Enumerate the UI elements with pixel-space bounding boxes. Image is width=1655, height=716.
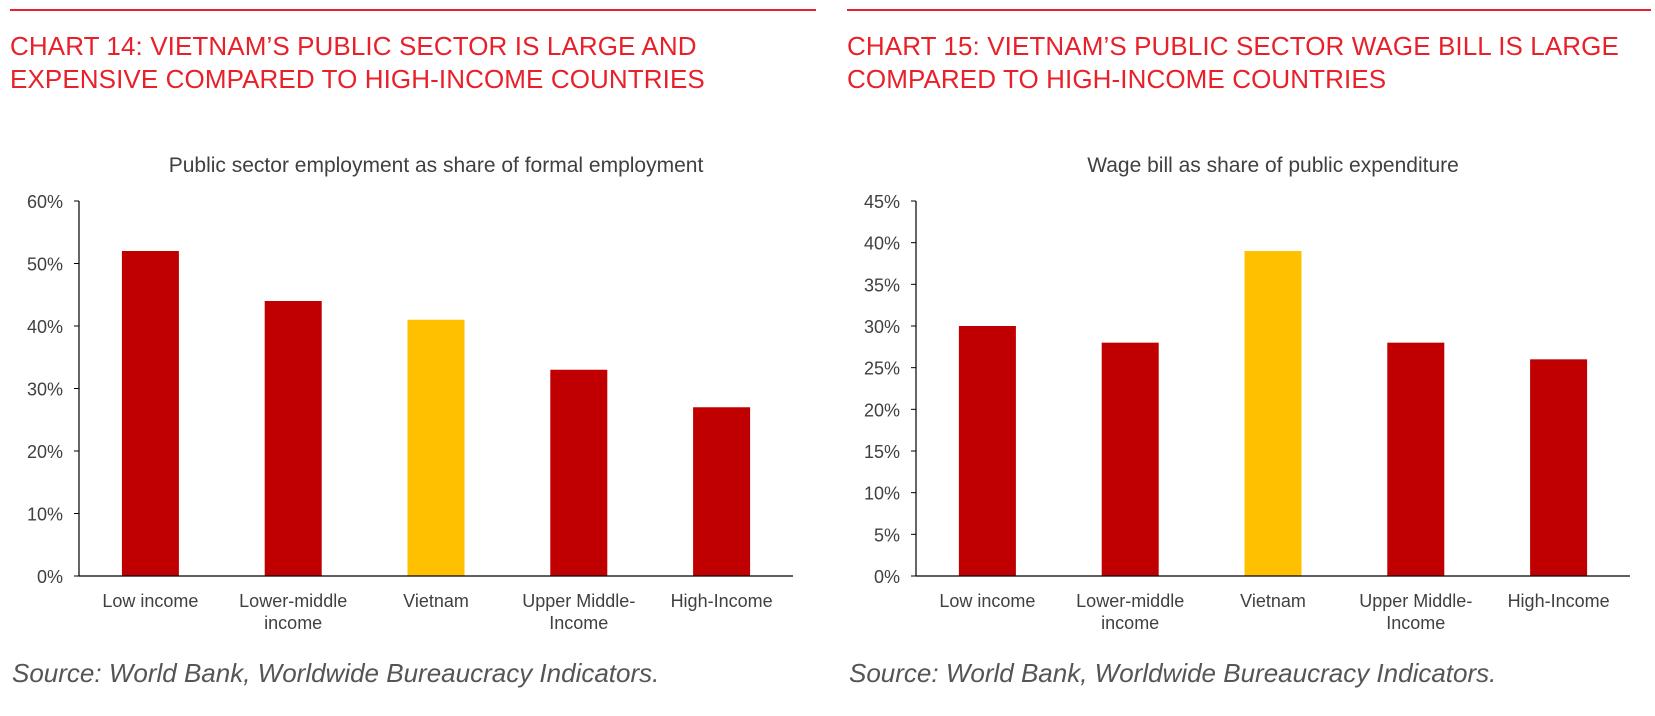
chart-14-title: CHART 14: VIETNAM’S PUBLIC SECTOR IS LAR… [10,31,705,94]
y-tick-label: 40% [864,234,900,254]
chart-15-panel: CHART 15: VIETNAM’S PUBLIC SECTOR WAGE B… [837,0,1655,716]
bar-low-income [121,251,179,576]
y-tick-label: 10% [27,505,63,525]
y-tick-label: 20% [27,442,63,462]
bar-high-income [1530,359,1588,576]
chart-14-plot: Public sector employment as share of for… [27,154,793,633]
y-tick-label: 50% [27,255,63,275]
bar-upper-middle-income [550,369,608,576]
y-tick-label: 0% [874,567,900,587]
y-tick-label: 15% [864,442,900,462]
x-category-label: Low income [102,591,198,611]
x-category-label: High-Income [1508,591,1610,611]
bar-upper-middle-income [1387,342,1445,576]
x-category-label: High-Income [671,591,773,611]
chart-14-source: Source: World Bank, Worldwide Bureaucrac… [12,658,660,688]
chart-15-top-rule [847,9,1651,11]
y-tick-label: 45% [864,192,900,212]
bar-vietnam [407,319,465,576]
bar-lower-middle-income [264,301,322,576]
x-category-label: Vietnam [403,591,469,611]
bar-low-income [958,326,1016,576]
x-category-label: Low income [939,591,1035,611]
y-tick-label: 60% [27,192,63,212]
x-category-label: Lower-middle income [239,591,347,633]
plot-title: Wage bill as share of public expenditure [1087,154,1459,177]
bar-high-income [693,407,751,576]
x-category-label: Lower-middle income [1076,591,1184,633]
y-tick-label: 25% [864,359,900,379]
chart-14-top-rule [10,9,816,11]
chart-15-plot: Wage bill as share of public expenditure… [864,154,1630,633]
y-tick-label: 20% [864,400,900,420]
bar-vietnam [1244,251,1302,576]
chart-14-panel: CHART 14: VIETNAM’S PUBLIC SECTOR IS LAR… [0,0,820,716]
x-category-label: Vietnam [1240,591,1306,611]
y-tick-label: 40% [27,317,63,337]
y-tick-label: 5% [874,525,900,545]
y-tick-label: 30% [864,317,900,337]
chart-15-source: Source: World Bank, Worldwide Bureaucrac… [849,658,1497,688]
y-tick-label: 30% [27,380,63,400]
y-tick-label: 10% [864,484,900,504]
y-tick-label: 35% [864,275,900,295]
bar-lower-middle-income [1101,342,1159,576]
x-category-label: Upper Middle-Income [522,591,635,633]
x-category-label: Upper Middle-Income [1359,591,1472,633]
y-tick-label: 0% [37,567,63,587]
plot-title: Public sector employment as share of for… [169,154,704,177]
chart-15-title: CHART 15: VIETNAM’S PUBLIC SECTOR WAGE B… [847,31,1619,94]
